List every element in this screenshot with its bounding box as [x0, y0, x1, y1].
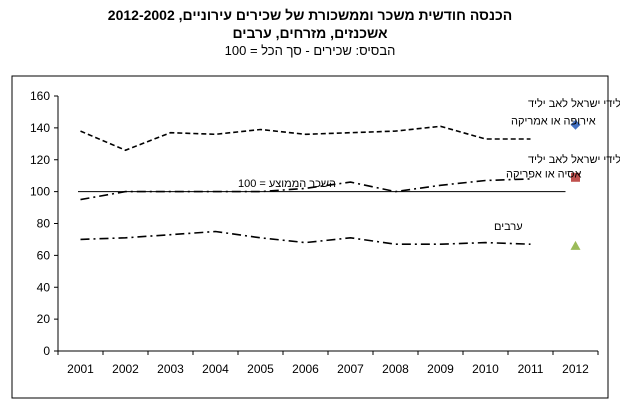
- x-tick-label: 2005: [247, 362, 274, 376]
- chart-title: הכנסה חודשית משכר וממשכורת של שכירים עיר…: [107, 7, 513, 23]
- y-tick-label: 80: [37, 217, 51, 231]
- x-tick-label: 2002: [112, 362, 139, 376]
- x-tick-label: 2001: [67, 362, 94, 376]
- y-tick-label: 20: [37, 312, 51, 326]
- y-tick-label: 140: [30, 121, 50, 135]
- label-arabs: ערבים: [494, 221, 523, 233]
- label-asia-africa-2: אסיה או אפריקה: [506, 168, 582, 180]
- x-tick-label: 2007: [337, 362, 364, 376]
- y-tick-label: 0: [43, 344, 50, 358]
- label-europe-america-1: ילידי ישראל לאב יליד: [528, 97, 620, 110]
- marker-2012-diamond: [570, 119, 581, 130]
- chart-area-border: [11, 75, 609, 399]
- x-tick-label: 2010: [472, 362, 499, 376]
- label-asia-africa-1: ילידי ישראל לאב יליד: [528, 153, 620, 166]
- marker-2012-square: [571, 172, 580, 182]
- y-tick-label: 40: [37, 280, 51, 294]
- y-tick-label: 120: [30, 153, 50, 167]
- y-tick-label: 100: [30, 185, 50, 199]
- chart-base-note: הבסיס: שכירים - סך הכל = 100: [224, 43, 396, 58]
- chart-subtitle: אשכנזים, מזרחים, ערבים: [232, 25, 388, 41]
- reference-line-label: השכר הממוצע = 100: [238, 178, 336, 190]
- europe-america-line: [80, 125, 531, 152]
- arabs-line: [80, 230, 531, 245]
- x-tick-label: 2008: [382, 362, 409, 376]
- y-tick-label: 60: [37, 248, 51, 262]
- chart-titles: הכנסה חודשית משכר וממשכורת של שכירים עיר…: [0, 6, 620, 59]
- x-tick-label: 2011: [518, 362, 544, 376]
- x-tick-label: 2006: [292, 362, 319, 376]
- x-tick-label: 2003: [157, 362, 184, 376]
- marker-2012-triangle: [570, 240, 581, 250]
- label-europe-america-2: אירופה או אמריקה: [511, 116, 596, 128]
- x-tick-label: 2004: [202, 362, 229, 376]
- x-tick-label: 2009: [427, 362, 454, 376]
- x-tick-label: 2012: [562, 362, 589, 376]
- y-tick-label: 160: [30, 89, 50, 103]
